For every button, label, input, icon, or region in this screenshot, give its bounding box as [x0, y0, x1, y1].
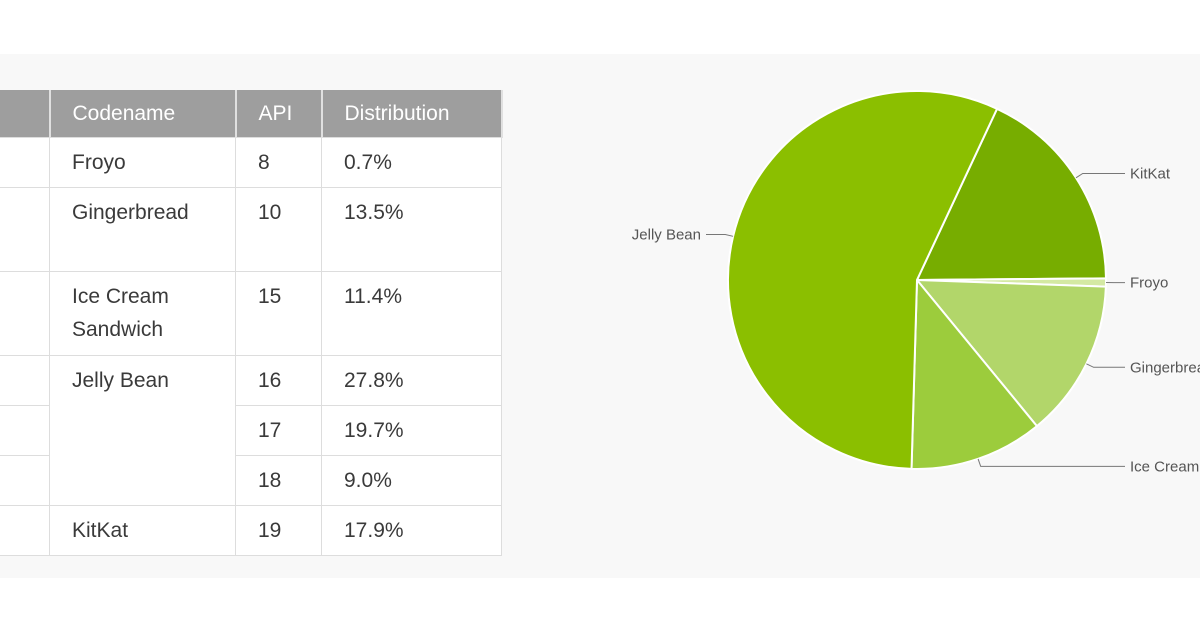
distribution-cell: 0.7%	[321, 137, 502, 188]
pie-label: Jelly Bean	[632, 227, 701, 244]
leader-line	[706, 234, 734, 237]
header-api: API	[235, 90, 323, 138]
table-row: KitKat 19 17.9%	[0, 505, 502, 556]
api-cell: 15	[235, 271, 322, 356]
distribution-cell: 11.4%	[321, 271, 502, 356]
version-cell	[0, 455, 50, 506]
version-cell	[0, 405, 50, 456]
table-header-row: on Codename API Distribution	[0, 90, 503, 138]
table-row: 18 9.0%	[0, 455, 502, 506]
codename-cell: KitKat	[49, 505, 236, 556]
distribution-cell: 17.9%	[321, 505, 502, 556]
leader-line	[1075, 173, 1125, 179]
api-cell: 18	[235, 455, 322, 506]
pie-label: Froyo	[1130, 275, 1168, 292]
api-cell: 16	[235, 355, 322, 406]
distribution-cell: 9.0%	[321, 455, 502, 506]
table-row: Froyo 8 0.7%	[0, 137, 502, 188]
codename-cell: Jelly Bean	[49, 355, 236, 506]
leader-line	[1086, 363, 1125, 368]
pie-slice-ice-cream	[910, 277, 1039, 470]
leader-line	[977, 458, 1125, 467]
table-row: 17 19.7%	[0, 405, 502, 456]
version-cell: -	[0, 271, 50, 356]
api-cell: 10	[235, 187, 322, 272]
distribution-cell: 19.7%	[321, 405, 502, 456]
version-cell	[0, 355, 50, 406]
version-cell	[0, 505, 50, 556]
pie-slice-jelly-bean	[727, 90, 999, 470]
table-row: - Gingerbread 10 13.5%	[0, 187, 502, 272]
table-row: Jelly Bean 16 27.8%	[0, 355, 502, 506]
api-cell: 19	[235, 505, 322, 556]
version-cell: -	[0, 187, 50, 272]
pie-label: Ice Cream	[1130, 458, 1199, 475]
api-cell: 8	[235, 137, 322, 188]
header-distribution: Distribution	[321, 90, 503, 138]
api-cell: 17	[235, 405, 322, 456]
codename-cell: Ice Cream Sandwich	[49, 271, 236, 356]
pie-label: KitKat	[1130, 166, 1171, 183]
header-codename: Codename	[49, 90, 237, 138]
codename-cell: Froyo	[49, 137, 236, 188]
header-version: on	[0, 90, 51, 138]
pie-slice-kitkat	[915, 107, 1107, 282]
distribution-table-container: on Codename API Distribution Froyo 8 0.7…	[0, 90, 503, 556]
table-row: - Ice Cream Sandwich 15 11.4%	[0, 271, 502, 356]
pie-label: Gingerbread	[1130, 359, 1200, 376]
distribution-table: on Codename API Distribution Froyo 8 0.7…	[0, 90, 503, 556]
version-cell	[0, 137, 50, 188]
distribution-cell: 27.8%	[321, 355, 502, 406]
